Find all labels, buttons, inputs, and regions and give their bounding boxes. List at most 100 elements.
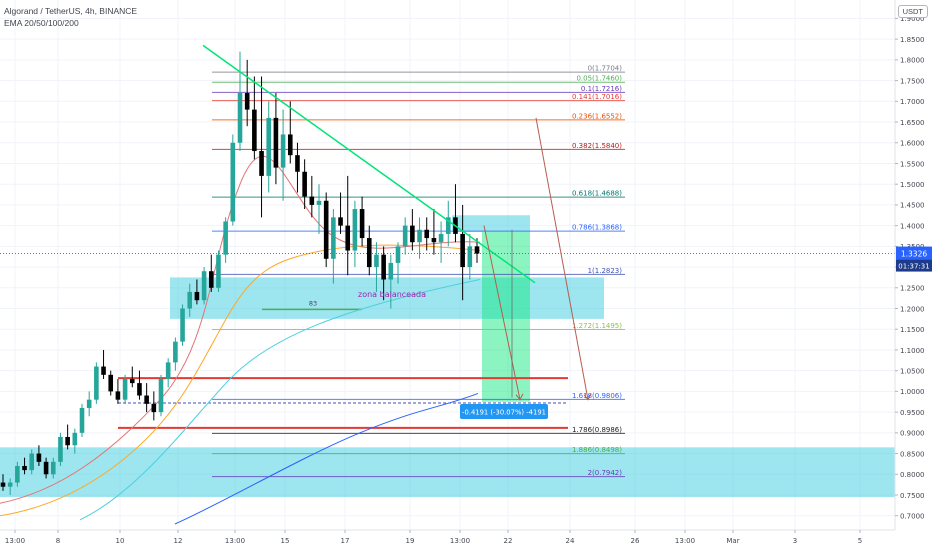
candle-body[interactable]	[180, 308, 185, 342]
price-tick-label: 1.2000	[900, 305, 925, 313]
candle-body[interactable]	[194, 291, 200, 301]
candle-body[interactable]	[15, 465, 20, 483]
time-axis-bg	[0, 530, 932, 550]
candle-body[interactable]	[474, 246, 480, 254]
candle-body[interactable]	[7, 482, 13, 487]
candle-body[interactable]	[94, 366, 99, 400]
candle-body[interactable]	[187, 291, 193, 309]
price-tick-label: 1.5000	[900, 181, 925, 189]
candle-body[interactable]	[129, 378, 135, 384]
candle-body[interactable]	[287, 134, 293, 156]
candle-body[interactable]	[417, 229, 422, 243]
candle-body[interactable]	[65, 436, 70, 446]
candle-body[interactable]	[323, 200, 329, 259]
resistance-box[interactable]	[452, 215, 530, 232]
price-tick-label: 1.8500	[900, 36, 925, 44]
fib-level-label: 0.05(1.7460)	[576, 75, 622, 83]
candle-body[interactable]	[201, 271, 207, 301]
candle-body[interactable]	[359, 209, 365, 239]
candle-body[interactable]	[316, 200, 322, 205]
candle-body[interactable]	[43, 461, 49, 475]
indicator-legend[interactable]: EMA 20/50/100/200	[4, 18, 79, 28]
candle-body[interactable]	[101, 366, 106, 375]
candle-body[interactable]	[431, 238, 437, 243]
candle-body[interactable]	[402, 225, 408, 247]
candle-body[interactable]	[122, 378, 128, 400]
candle-body[interactable]	[244, 93, 250, 110]
candle-body[interactable]	[216, 254, 221, 288]
candle-body[interactable]	[86, 399, 92, 408]
price-tick-label: 1.4000	[900, 222, 925, 230]
price-tick-label: 1.7000	[900, 98, 925, 106]
countdown-box	[896, 259, 932, 272]
candle-body[interactable]	[424, 229, 430, 239]
candle-body[interactable]	[158, 378, 164, 413]
candle-body[interactable]	[208, 271, 214, 288]
candle-body[interactable]	[345, 225, 351, 251]
candle-body[interactable]	[302, 171, 307, 197]
candle-body[interactable]	[374, 254, 379, 268]
current-price-label: 1.3326	[901, 250, 927, 259]
fib-level-label: 2(0.7942)	[588, 469, 623, 477]
time-tick-label: 8	[56, 537, 60, 545]
time-tick-label: 5	[858, 537, 862, 545]
candle-body[interactable]	[467, 246, 473, 268]
currency-selector[interactable]: USDT	[897, 5, 928, 18]
candle-body[interactable]	[395, 246, 401, 263]
candle-body[interactable]	[22, 465, 27, 471]
candle-body[interactable]	[72, 432, 78, 446]
candle-body[interactable]	[438, 233, 444, 243]
candle-body[interactable]	[58, 436, 63, 462]
candle-body[interactable]	[0, 482, 6, 487]
candle-body[interactable]	[173, 341, 178, 363]
candle-body[interactable]	[144, 395, 149, 404]
candle-body[interactable]	[331, 217, 336, 259]
fib-level-label: 0.382(1.5840)	[572, 142, 622, 150]
fib-level-label: 1.618(0.9806)	[572, 392, 622, 400]
candle-body[interactable]	[410, 225, 415, 243]
fib-level-label: 0.1(1.7216)	[581, 85, 622, 93]
fib-level-label: 0.236(1.6552)	[572, 112, 622, 120]
candle-body[interactable]	[381, 254, 386, 280]
candle-body[interactable]	[165, 362, 171, 379]
candle-body[interactable]	[273, 117, 279, 168]
countdown-label: 01:37:31	[898, 263, 929, 271]
candle-body[interactable]	[460, 233, 465, 268]
target-zone[interactable]	[482, 231, 530, 402]
candle-body[interactable]	[108, 374, 114, 392]
current-price-box	[896, 246, 932, 260]
candle-body[interactable]	[366, 238, 372, 268]
projection-arrow-long[interactable]	[535, 117, 589, 400]
balanced-zone[interactable]	[170, 277, 604, 319]
time-tick-label: 17	[341, 537, 350, 545]
candle-body[interactable]	[137, 383, 142, 396]
candle-body[interactable]	[223, 221, 228, 255]
price-tick-label: 0.9000	[900, 430, 925, 438]
candle-body[interactable]	[388, 262, 394, 280]
projection-arrow-short[interactable]	[483, 225, 521, 400]
candle-body[interactable]	[230, 142, 236, 222]
candle-body[interactable]	[338, 217, 343, 226]
ema-200-line	[174, 392, 479, 525]
candle-body[interactable]	[309, 196, 315, 205]
candle-body[interactable]	[29, 453, 35, 471]
candle-body[interactable]	[259, 151, 264, 176]
candle-body[interactable]	[445, 217, 451, 234]
candle-body[interactable]	[352, 209, 358, 251]
candle-body[interactable]	[266, 117, 272, 176]
time-tick-label: 15	[281, 537, 290, 545]
candle-body[interactable]	[36, 453, 42, 462]
demand-zone[interactable]	[0, 447, 895, 498]
descending-trendline[interactable]	[202, 44, 536, 284]
candle-body[interactable]	[280, 134, 286, 168]
candle-body[interactable]	[151, 403, 157, 413]
candle-body[interactable]	[115, 391, 121, 400]
candle-body[interactable]	[252, 109, 257, 152]
price-tick-label: 0.8000	[900, 471, 925, 479]
candle-body[interactable]	[237, 93, 243, 143]
candle-body[interactable]	[79, 407, 85, 433]
candle-body[interactable]	[50, 461, 56, 475]
candle-body[interactable]	[295, 155, 300, 172]
fib-level-label: 0.141(1.7016)	[572, 93, 622, 101]
